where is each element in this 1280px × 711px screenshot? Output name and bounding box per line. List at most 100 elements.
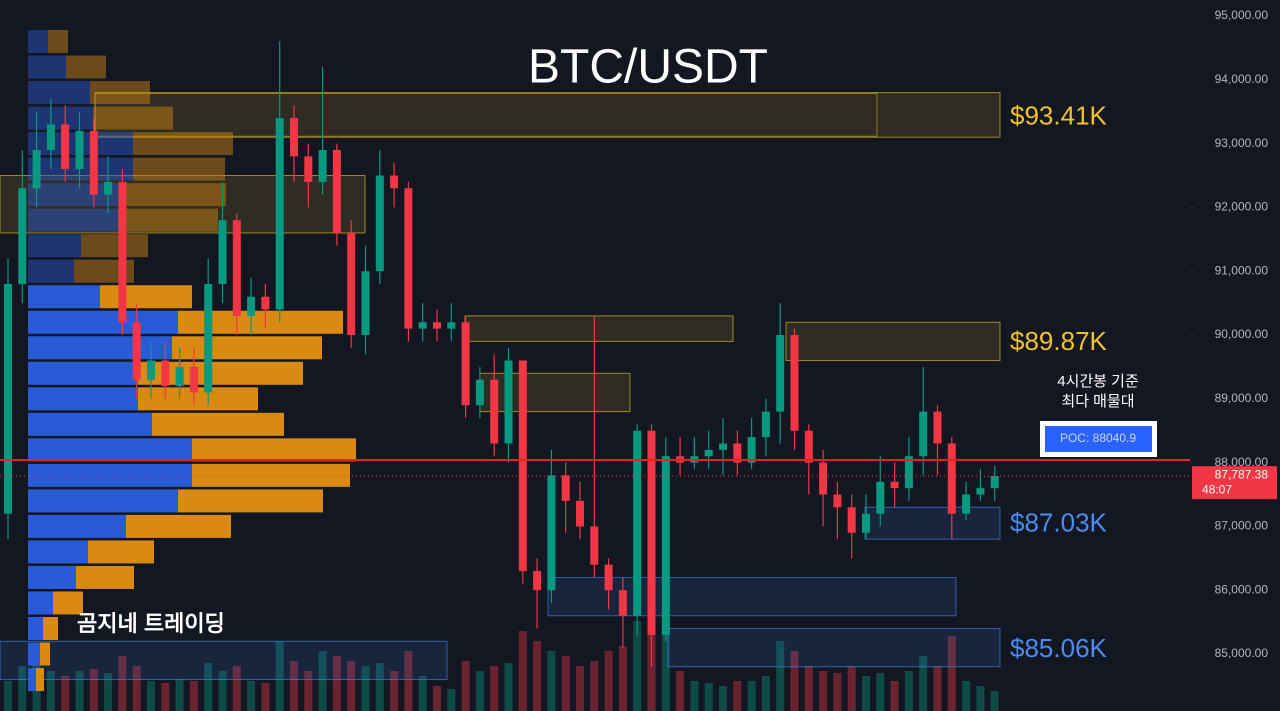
volume-bar (147, 681, 155, 711)
volume-bar (404, 651, 413, 711)
candle-body (504, 360, 513, 444)
candle-body (661, 456, 670, 635)
candle-body (704, 449, 713, 457)
poc-note: 4시간봉 기준 (1057, 373, 1139, 390)
y-tick-label: 87,000.00 (1215, 519, 1269, 533)
candle-body (819, 462, 828, 495)
volume-bar (447, 689, 456, 711)
profile-sell (192, 438, 356, 462)
profile-buy (28, 285, 100, 309)
volume-bar (547, 651, 556, 711)
zone (479, 372, 631, 413)
volume-bar (690, 681, 699, 711)
volume-bar (261, 683, 270, 711)
profile-sell (100, 285, 192, 309)
profile-sell (81, 234, 148, 258)
volume-bar (304, 671, 313, 711)
candle-body (919, 411, 928, 457)
profile-buy (28, 617, 43, 641)
candle-body (218, 220, 227, 284)
candle-body (533, 571, 542, 591)
volume-bar (375, 663, 384, 711)
volume-bar (933, 666, 942, 711)
poc-box (1045, 426, 1152, 453)
watermark: 곰지네 트레이딩 (77, 611, 225, 636)
zone (667, 628, 1001, 668)
profile-sell (133, 132, 233, 156)
profile-sell (138, 387, 258, 411)
profile-buy (28, 412, 152, 436)
volume-bar (990, 691, 999, 711)
profile-sell (126, 514, 231, 538)
profile-buy (28, 565, 76, 589)
candle-body (990, 476, 999, 489)
volume-bar (919, 656, 928, 711)
profile-sell (133, 157, 225, 181)
candle-body (189, 366, 198, 393)
candle-body (261, 296, 270, 310)
profile-sell (88, 540, 154, 564)
chart-title: BTC/USDT (528, 41, 768, 94)
volume-bar (533, 641, 542, 711)
zone (94, 92, 1001, 138)
candle-body (475, 379, 484, 406)
zone (547, 576, 957, 617)
zone-label: $93.41K (1010, 100, 1108, 130)
candle-body (719, 443, 727, 450)
candle-body (890, 481, 899, 489)
profile-sell (48, 30, 68, 54)
y-tick-label: 95,000.00 (1215, 8, 1269, 22)
profile-sell (76, 565, 134, 589)
candle-body (561, 475, 570, 501)
candle-body (947, 443, 956, 514)
volume-bar (4, 681, 12, 711)
profile-sell (172, 336, 322, 360)
profile-buy (28, 106, 93, 130)
candle-layer (4, 41, 999, 667)
candle-body (175, 366, 184, 387)
volume-bar (475, 671, 484, 711)
candle-body (232, 220, 241, 316)
volume-bar (132, 666, 141, 711)
volume-bar (962, 681, 971, 711)
candle-body (404, 188, 413, 329)
profile-sell (192, 463, 350, 487)
volume-bar (890, 681, 899, 711)
volume-bar (361, 666, 370, 711)
volume-bar (862, 676, 870, 711)
volume-bar (747, 681, 756, 711)
candle-body (161, 360, 170, 387)
volume-bar (504, 663, 513, 711)
candle-body (847, 507, 856, 533)
volume-bar (719, 686, 727, 711)
profile-buy (28, 642, 40, 666)
profile-buy (28, 387, 138, 411)
zone (0, 640, 448, 681)
candle-body (933, 411, 942, 444)
profile-sell (53, 591, 83, 615)
volume-bar (790, 651, 799, 711)
candle-body (390, 175, 399, 189)
volume-bar (847, 666, 856, 711)
volume-bar (561, 656, 570, 711)
volume-bar (761, 676, 770, 711)
volume-bar (604, 651, 613, 711)
zone-label: $89.87K (1010, 326, 1108, 356)
candle-body (804, 430, 813, 463)
zone-inner (94, 93, 878, 137)
candle-body (247, 296, 256, 316)
profile-buy (28, 30, 48, 54)
y-tick-label: 88,000.00 (1215, 455, 1269, 469)
candle-body (433, 322, 441, 329)
candle-body (118, 181, 127, 323)
profile-buy (28, 463, 192, 487)
last-price-box (1192, 466, 1277, 500)
candle-body (761, 411, 770, 438)
overlay-layer: 95,000.00 94,000.00 93,000.00 92,000.00 91,0… (0, 8, 1277, 663)
volume-bar (275, 641, 284, 711)
zone-layer (0, 92, 1001, 681)
candle-body (61, 124, 70, 170)
volume-bar (61, 676, 70, 711)
candle-body (962, 494, 971, 514)
